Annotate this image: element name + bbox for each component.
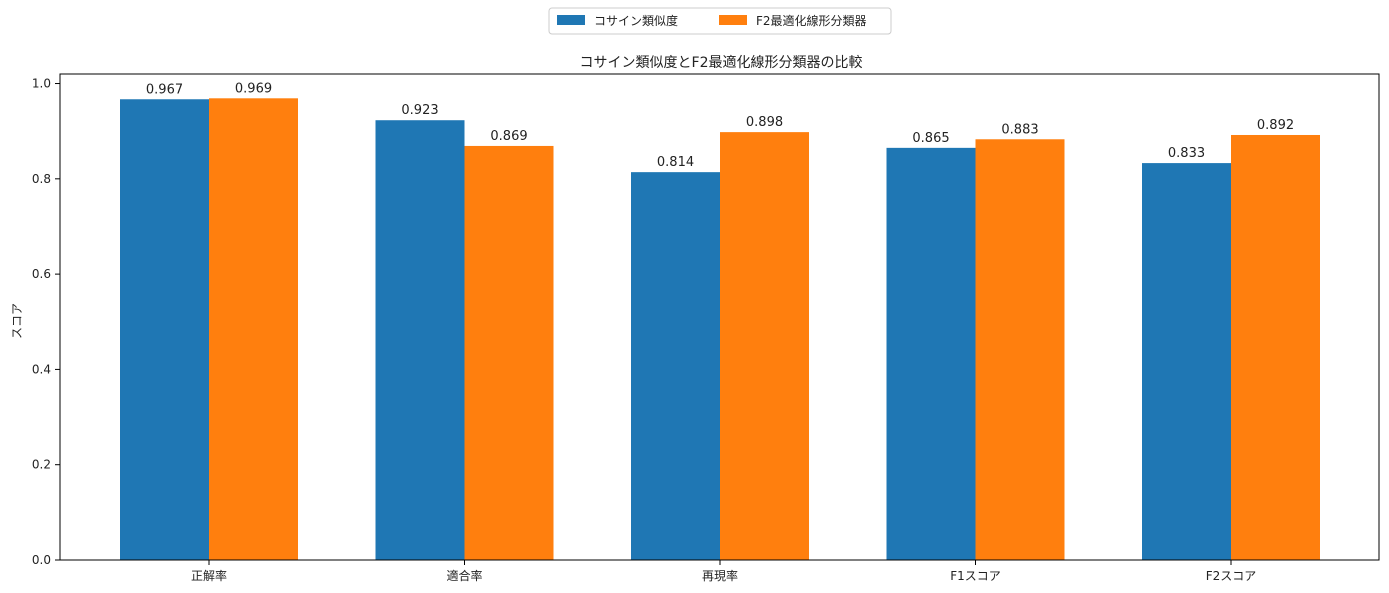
bar-series-1-5 [1142,163,1231,560]
y-tick-label-3: 0.4 [32,362,51,376]
bar-series-2-3 [720,132,809,561]
bar-series-2-4 [975,139,1065,560]
bar-series-2-5 [1231,134,1320,561]
legend-label-series-2: F2最適化線形分類器 [756,13,867,28]
data-label-series-2-3: 0.898 [746,115,783,130]
data-labels-group: 0.967 0.923 0.814 0.865 0.833 0.969 0.869 0.898… [146,81,1294,170]
data-label-series-1-3: 0.814 [657,155,694,170]
bar-series-1-4 [886,147,976,560]
bar-series-1-1 [120,99,209,561]
y-tick-label-6: 1.0 [32,77,51,91]
legend-swatch-series-2 [719,15,747,25]
x-tick-label-3: 再現率 [702,568,738,583]
x-tick-label-2: 適合率 [446,568,482,583]
legend-swatch-series-1 [557,15,585,25]
x-axis-ticks: 正解率 適合率 再現率 F1スコア F2スコア [191,560,1256,583]
bar-series-2-2 [464,145,554,560]
data-label-series-1-2: 0.923 [401,103,438,118]
y-tick-label-5: 0.8 [32,172,51,186]
y-tick-label-2: 0.2 [32,458,51,472]
legend-label-series-1: コサイン類似度 [594,13,678,28]
data-label-series-2-2: 0.869 [490,129,527,144]
y-axis-ticks: 0.0 0.2 0.4 0.6 0.8 1.0 [32,77,60,567]
data-label-series-1-5: 0.833 [1168,146,1205,161]
plot-area-frame [59,73,1380,561]
chart-title: コサイン類似度とF2最適化線形分類器の比較 [580,54,863,71]
bars-group [120,98,1320,561]
y-tick-label-1: 0.0 [32,553,51,567]
data-label-series-2-4: 0.883 [1001,122,1038,137]
y-axis-label: スコア [10,303,24,339]
data-label-series-2-1: 0.969 [235,81,272,96]
legend: コサイン類似度 F2最適化線形分類器 [548,7,892,35]
y-tick-label-4: 0.6 [32,267,51,281]
x-tick-label-5: F2スコア [1206,569,1257,583]
data-label-series-1-1: 0.967 [146,82,183,97]
x-tick-label-4: F1スコア [950,569,1001,583]
data-label-series-1-4: 0.865 [912,131,949,146]
bar-series-1-2 [375,120,465,560]
bar-series-1-3 [631,172,720,560]
data-label-series-2-5: 0.892 [1257,118,1294,133]
bar-series-2-1 [209,98,298,561]
x-tick-label-1: 正解率 [191,568,227,583]
